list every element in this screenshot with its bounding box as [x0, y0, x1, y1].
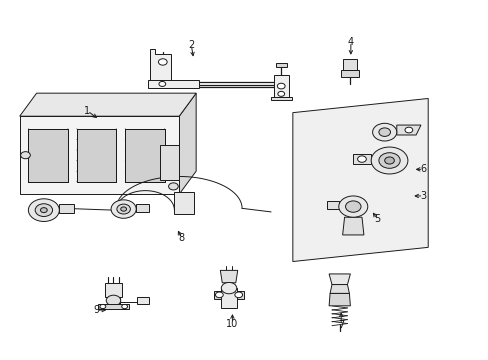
Text: 2: 2 [188, 40, 194, 50]
Circle shape [277, 91, 284, 96]
Circle shape [277, 83, 285, 89]
Text: 5: 5 [373, 214, 380, 224]
Circle shape [28, 199, 59, 221]
Circle shape [234, 292, 242, 298]
Polygon shape [20, 116, 179, 194]
Circle shape [345, 201, 360, 212]
Circle shape [111, 200, 136, 218]
Text: 6: 6 [420, 165, 426, 174]
Circle shape [106, 295, 121, 306]
Circle shape [378, 128, 390, 136]
Circle shape [215, 292, 223, 298]
Polygon shape [105, 283, 122, 297]
Polygon shape [292, 99, 427, 261]
Text: 1: 1 [84, 106, 90, 116]
Polygon shape [59, 204, 74, 213]
Text: 9: 9 [93, 305, 99, 315]
Polygon shape [77, 129, 116, 182]
Polygon shape [150, 49, 170, 88]
Circle shape [338, 196, 367, 217]
Text: 10: 10 [226, 319, 238, 329]
Polygon shape [273, 76, 288, 97]
Circle shape [168, 183, 178, 190]
Polygon shape [352, 154, 370, 164]
Polygon shape [396, 125, 420, 135]
Polygon shape [125, 129, 164, 182]
Circle shape [357, 156, 366, 162]
Polygon shape [28, 129, 68, 182]
Text: 7: 7 [337, 320, 344, 330]
Circle shape [221, 283, 236, 294]
Polygon shape [270, 97, 291, 100]
Polygon shape [98, 304, 129, 309]
Polygon shape [179, 93, 196, 194]
Circle shape [41, 208, 47, 213]
Polygon shape [342, 217, 363, 235]
Polygon shape [136, 204, 148, 212]
Circle shape [384, 157, 393, 164]
Circle shape [121, 207, 126, 211]
Polygon shape [213, 291, 244, 299]
Polygon shape [328, 293, 350, 306]
Circle shape [370, 147, 407, 174]
Polygon shape [341, 70, 358, 77]
Polygon shape [160, 145, 179, 180]
Polygon shape [326, 201, 338, 210]
Polygon shape [220, 270, 237, 283]
Polygon shape [20, 93, 196, 116]
Circle shape [158, 59, 167, 65]
Polygon shape [328, 274, 350, 284]
Circle shape [35, 204, 53, 216]
Text: 4: 4 [347, 37, 353, 47]
Polygon shape [343, 59, 356, 70]
Polygon shape [221, 288, 236, 307]
Circle shape [159, 81, 165, 86]
Polygon shape [147, 80, 198, 88]
Text: 3: 3 [420, 191, 426, 201]
Circle shape [117, 204, 130, 214]
Polygon shape [275, 63, 286, 67]
Text: 8: 8 [178, 234, 184, 243]
Circle shape [378, 153, 399, 168]
Circle shape [20, 152, 30, 159]
Polygon shape [174, 192, 193, 214]
Circle shape [404, 127, 412, 133]
Circle shape [372, 123, 396, 141]
Circle shape [122, 305, 127, 309]
Polygon shape [137, 297, 148, 304]
Circle shape [100, 305, 105, 309]
Polygon shape [107, 297, 120, 306]
Polygon shape [329, 284, 349, 293]
